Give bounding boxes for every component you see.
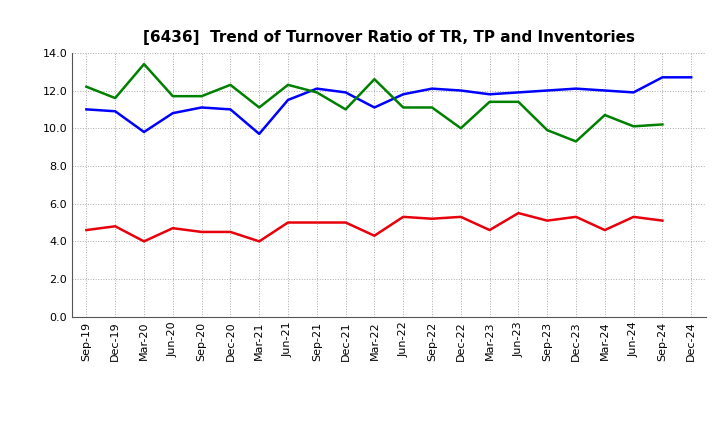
Trade Payables: [399, 92, 408, 97]
Trade Receivables: [284, 220, 292, 225]
Inventories: [658, 122, 667, 127]
Inventories: [572, 139, 580, 144]
Inventories: [168, 94, 177, 99]
Trade Payables: [629, 90, 638, 95]
Trade Payables: [572, 86, 580, 91]
Trade Receivables: [341, 220, 350, 225]
Trade Payables: [514, 90, 523, 95]
Trade Payables: [543, 88, 552, 93]
Trade Payables: [485, 92, 494, 97]
Inventories: [629, 124, 638, 129]
Trade Payables: [111, 109, 120, 114]
Inventories: [255, 105, 264, 110]
Trade Receivables: [514, 210, 523, 216]
Inventories: [140, 62, 148, 67]
Inventories: [456, 125, 465, 131]
Trade Payables: [428, 86, 436, 91]
Trade Receivables: [370, 233, 379, 238]
Trade Payables: [197, 105, 206, 110]
Trade Receivables: [168, 226, 177, 231]
Trade Receivables: [399, 214, 408, 220]
Trade Payables: [370, 105, 379, 110]
Trade Payables: [140, 129, 148, 135]
Inventories: [543, 128, 552, 133]
Trade Receivables: [312, 220, 321, 225]
Trade Payables: [600, 88, 609, 93]
Trade Receivables: [226, 229, 235, 235]
Inventories: [341, 107, 350, 112]
Inventories: [111, 95, 120, 101]
Inventories: [197, 94, 206, 99]
Inventories: [514, 99, 523, 104]
Trade Receivables: [572, 214, 580, 220]
Trade Receivables: [600, 227, 609, 233]
Inventories: [399, 105, 408, 110]
Title: [6436]  Trend of Turnover Ratio of TR, TP and Inventories: [6436] Trend of Turnover Ratio of TR, TP…: [143, 29, 635, 45]
Trade Receivables: [456, 214, 465, 220]
Trade Receivables: [111, 224, 120, 229]
Inventories: [226, 82, 235, 88]
Inventories: [370, 77, 379, 82]
Line: Trade Payables: Trade Payables: [86, 77, 691, 134]
Line: Trade Receivables: Trade Receivables: [86, 213, 662, 242]
Trade Receivables: [140, 239, 148, 244]
Inventories: [284, 82, 292, 88]
Inventories: [600, 112, 609, 117]
Trade Payables: [226, 107, 235, 112]
Trade Receivables: [255, 239, 264, 244]
Inventories: [82, 84, 91, 89]
Trade Payables: [284, 97, 292, 103]
Inventories: [485, 99, 494, 104]
Trade Receivables: [629, 214, 638, 220]
Trade Receivables: [658, 218, 667, 223]
Trade Receivables: [82, 227, 91, 233]
Trade Payables: [658, 75, 667, 80]
Trade Payables: [341, 90, 350, 95]
Trade Payables: [82, 107, 91, 112]
Trade Receivables: [428, 216, 436, 221]
Trade Payables: [168, 110, 177, 116]
Inventories: [312, 90, 321, 95]
Inventories: [428, 105, 436, 110]
Trade Receivables: [485, 227, 494, 233]
Trade Payables: [456, 88, 465, 93]
Trade Receivables: [543, 218, 552, 223]
Trade Payables: [255, 131, 264, 136]
Trade Payables: [687, 75, 696, 80]
Trade Payables: [312, 86, 321, 91]
Line: Inventories: Inventories: [86, 64, 662, 141]
Trade Receivables: [197, 229, 206, 235]
